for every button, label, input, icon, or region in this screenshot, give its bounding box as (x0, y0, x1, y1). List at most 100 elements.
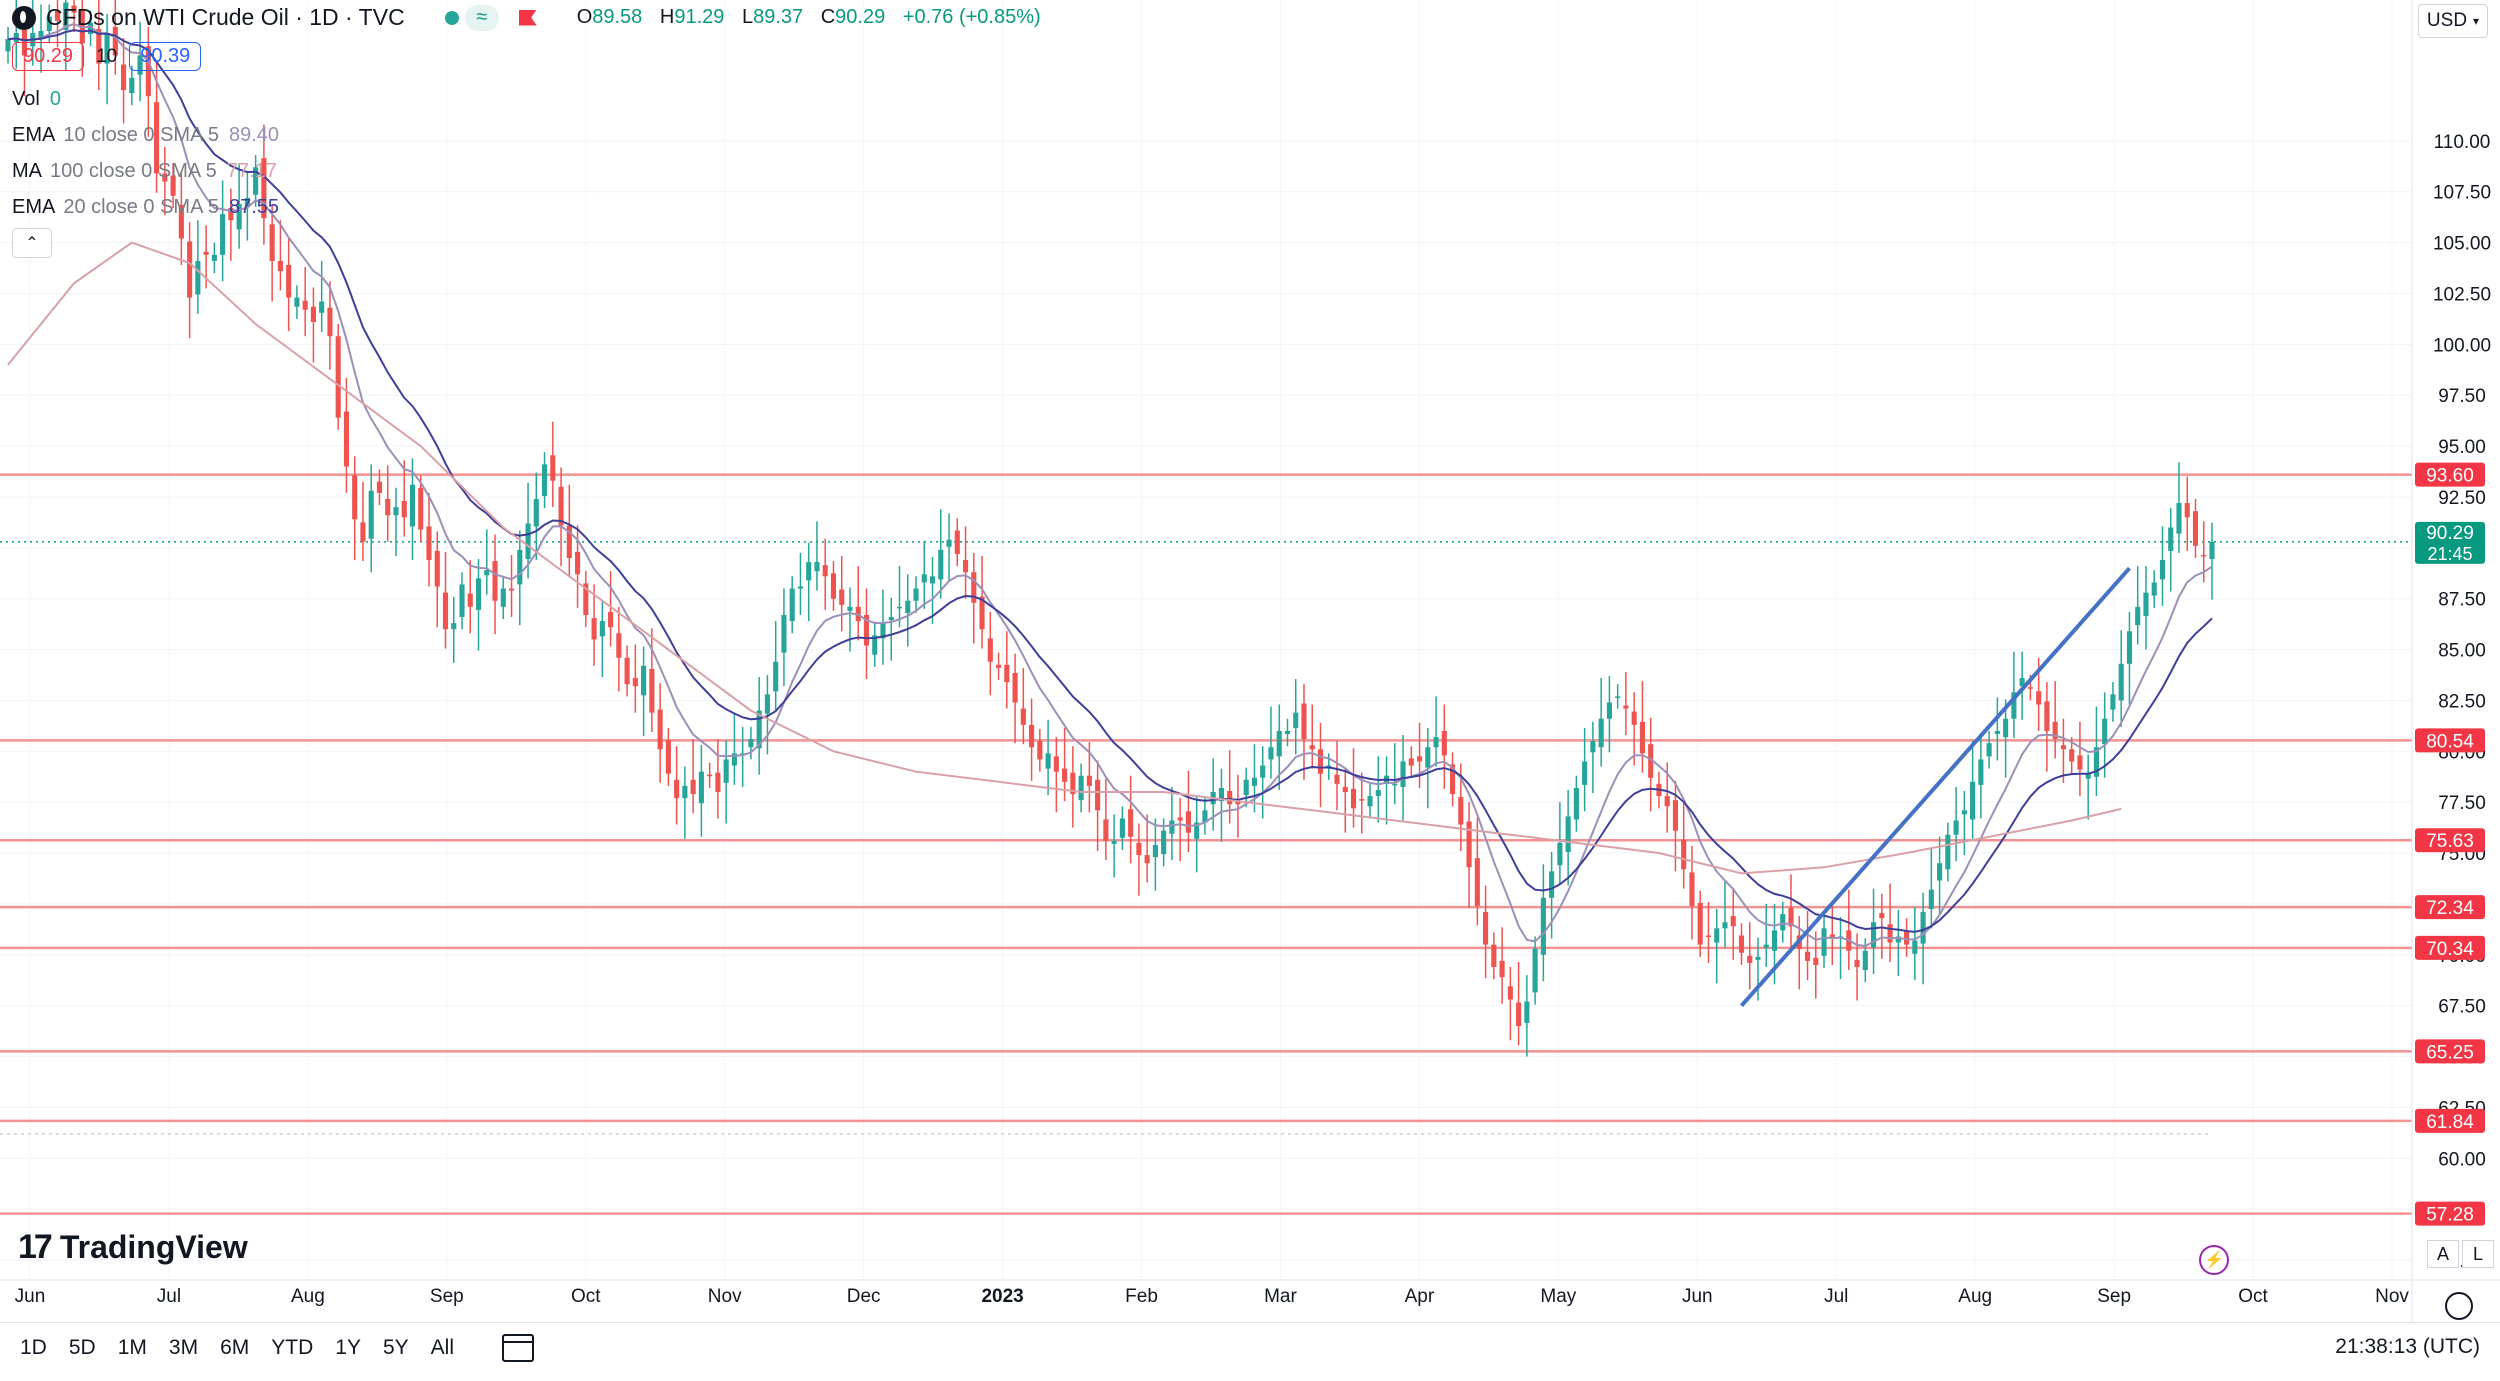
candle-body (905, 600, 911, 613)
time-tick-label: Aug (291, 1286, 325, 1307)
settings-gear-icon[interactable] (2445, 1292, 2473, 1320)
candle-body (806, 562, 812, 581)
candle-body (1483, 912, 1489, 945)
rising-trendline[interactable] (1739, 566, 2131, 1007)
timeframe-1d[interactable]: 1D (20, 1336, 47, 1359)
candle-body (1309, 745, 1315, 750)
timeframe-1m[interactable]: 1M (117, 1336, 147, 1359)
date-range-calendar-icon[interactable] (502, 1334, 534, 1362)
level-price-tag (2415, 1108, 2485, 1133)
indicator-name: EMA (12, 124, 56, 146)
candle-body (2085, 773, 2091, 779)
candle-body (2011, 692, 2017, 719)
candle-body (822, 565, 828, 577)
candle-body (310, 306, 316, 322)
candle-body (715, 772, 721, 792)
candle-body (1317, 749, 1324, 774)
candle-body (203, 251, 209, 255)
timeframe-5d[interactable]: 5D (68, 1336, 96, 1359)
candle-body (1037, 741, 1043, 760)
candle-body (500, 588, 506, 607)
candle-body (1590, 741, 1596, 753)
candle-body (1375, 789, 1381, 797)
level-price-tag (2415, 895, 2485, 920)
candle-body (1400, 761, 1406, 787)
candle-body (442, 592, 449, 630)
chart-legend: CFDs on WTI Crude Oil · 1D · TVC ≈ O89.5… (0, 0, 1500, 260)
level-price-tag (2415, 935, 2485, 960)
candle-body (2143, 592, 2149, 616)
candle-body (1062, 768, 1068, 782)
timeframe-1y[interactable]: 1Y (335, 1336, 361, 1359)
candle-body (797, 586, 804, 589)
level-price-tag (2415, 462, 2485, 487)
candle-body (1359, 799, 1365, 801)
timeframe-ytd[interactable]: YTD (271, 1336, 314, 1359)
timeframe-6m[interactable]: 6M (220, 1336, 250, 1359)
timeframe-5y[interactable]: 5Y (382, 1336, 409, 1359)
candle-body (1664, 796, 1670, 807)
candle-body (698, 771, 704, 804)
candle-body (1185, 811, 1191, 833)
lightning-icon[interactable]: ⚡ (2199, 1245, 2229, 1275)
level-price-label: 70.34 (2426, 939, 2474, 960)
indicator-ema20[interactable]: EMA 20 close 0 SMA 5 87.55 (12, 196, 279, 219)
candle-body (277, 260, 283, 272)
candle-body (195, 260, 201, 295)
currency-selector[interactable]: USD ▾ (2418, 4, 2488, 38)
time-tick-label: Jun (1682, 1286, 1713, 1307)
candle-body (1573, 787, 1579, 820)
candle-body (154, 102, 160, 174)
indicator-vol[interactable]: Vol 0 (12, 88, 61, 111)
candle-body (1895, 936, 1901, 943)
ema10-line (7, 22, 2213, 948)
candle-body (839, 589, 845, 605)
flag-icon[interactable] (518, 9, 537, 26)
level-price-tag (2415, 1039, 2485, 1064)
candle-body (426, 526, 432, 561)
sell-button[interactable]: 90.29 (12, 42, 85, 71)
price-tick-label: 97.50 (2438, 386, 2486, 407)
candle-body (740, 753, 746, 755)
level-price-label: 72.34 (2426, 898, 2474, 919)
candle-body (731, 753, 737, 766)
utc-clock[interactable]: 21:38:13 (UTC) (2335, 1335, 2480, 1358)
price-axis[interactable]: 55.0057.5060.0062.5065.0067.5070.0072.50… (2411, 0, 2491, 1322)
candle-body (261, 158, 267, 219)
candle-body (616, 633, 622, 658)
trendline[interactable] (1739, 566, 2131, 1007)
candle-body (566, 525, 572, 558)
candle-body (129, 77, 135, 94)
candle-body (1491, 944, 1497, 967)
low-value: 89.37 (753, 6, 804, 28)
candle-body (1260, 765, 1266, 778)
candle-body (1458, 797, 1464, 825)
timeframe-all[interactable]: All (430, 1336, 454, 1359)
candle-body (1408, 758, 1414, 766)
candle-body (583, 583, 589, 615)
level-price-label: 65.25 (2426, 1042, 2474, 1063)
symbol-title[interactable]: CFDs on WTI Crude Oil · 1D · TVC (46, 4, 405, 30)
candle-body (1549, 871, 1555, 898)
candle-body (1648, 744, 1654, 778)
time-tick-label: Jul (1824, 1286, 1848, 1307)
indicator-value: 87.55 (229, 196, 280, 218)
candle-body (1293, 712, 1299, 728)
candle-body (1441, 730, 1447, 756)
collapse-legend-button[interactable]: ⌃ (12, 228, 52, 258)
buy-button[interactable]: 90.39 (129, 42, 202, 71)
candle-body (1202, 810, 1208, 823)
log-scale-button[interactable]: L (2462, 1240, 2494, 1268)
indicator-ma100[interactable]: MA 100 close 0 SMA 5 77.17 (12, 160, 277, 183)
chart-grid (0, 140, 2412, 1261)
timeframe-3m[interactable]: 3M (168, 1336, 199, 1359)
market-status-pill[interactable]: ≈ (444, 4, 537, 31)
candle-body (1738, 935, 1745, 953)
auto-scale-button[interactable]: A (2427, 1240, 2459, 1268)
candle-body (913, 588, 919, 601)
candle-body (773, 661, 779, 692)
indicator-ema10[interactable]: EMA 10 close 0 SMA 5 89.40 (12, 124, 279, 147)
time-axis[interactable]: Jun Jul Aug Sep Oct Nov Dec 2023 Feb Mar Apr May Jun… (0, 1279, 2500, 1307)
candle-body (1631, 711, 1637, 725)
